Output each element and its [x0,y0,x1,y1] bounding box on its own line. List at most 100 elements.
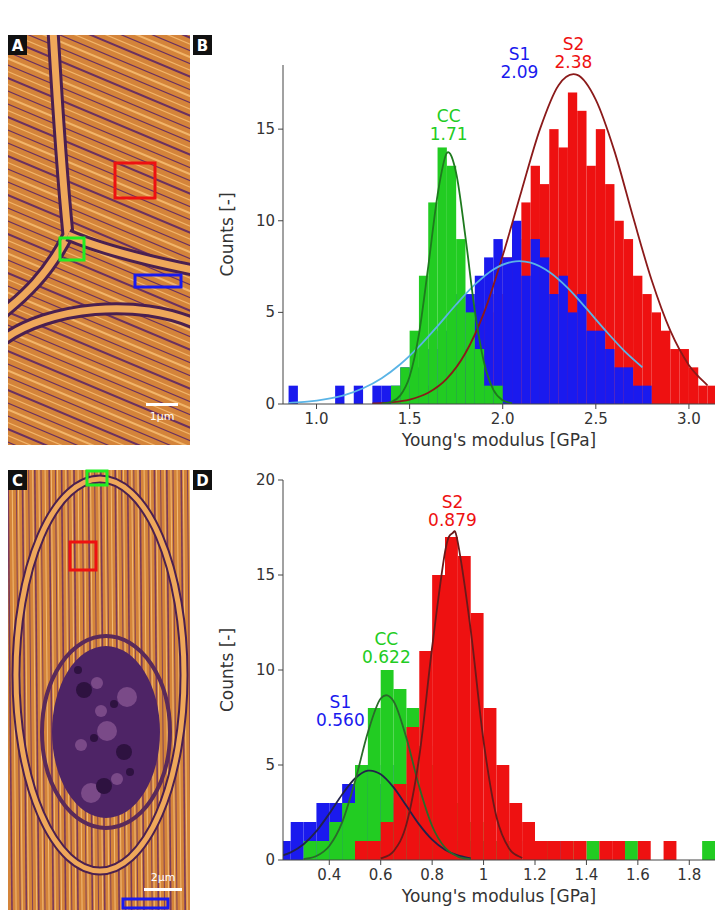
y-tick [278,220,283,221]
histogram-bar [614,221,623,404]
histogram-bar [574,841,587,860]
surface-stripe [8,470,12,910]
histogram-bar [559,147,568,404]
histogram-bar [633,276,642,404]
x-tick-label: 2.5 [584,410,608,428]
peak-name: S1 [509,44,531,64]
y-tick [278,129,283,130]
histogram-bar [355,765,368,860]
x-tick-label: 1.4 [574,866,598,884]
cell-wall-edge [8,309,190,340]
peak-value: 0.622 [362,647,411,667]
cell-wall-edge [8,35,68,313]
histogram-bar [605,184,614,404]
roi [60,238,84,260]
histogram-bar [670,349,679,404]
afm-texture [8,35,190,445]
histogram-bar [368,708,381,860]
histogram-bar [291,822,304,860]
surface-stripe [8,35,190,87]
surface-stripe [8,308,190,393]
histogram-bar [419,651,432,860]
surface-stripe [8,55,190,140]
cell-wall [8,309,190,340]
histogram-bar [599,841,612,860]
surface-stripe [8,438,190,445]
x-axis-title: Young's modulus [GPa] [401,430,596,450]
y-tick-label: 15 [256,120,275,138]
histogram-bar [521,276,530,404]
histogram-bar [698,386,707,404]
plot-marks [283,531,715,860]
x-tick [688,404,689,409]
x-tick [535,860,536,865]
y-tick [278,312,283,313]
image-ground [8,470,190,910]
y-tick [278,404,283,405]
peak-value: 2.38 [555,52,593,72]
y-tick-label: 5 [265,756,275,774]
afm-image: 2µmC [8,470,208,910]
histogram-bar [587,331,596,404]
x-tick [689,860,690,865]
surface-stripe [25,470,29,910]
gaussian-fit [381,531,522,858]
x-tick [586,860,587,865]
histogram-bar [625,841,638,860]
histogram-bar [633,386,642,404]
y-tick-label: 20 [256,471,275,489]
scale-bar-label: 1µm [150,410,175,423]
histogram-bar [577,294,586,404]
surface-stripe [8,35,190,120]
histogram-bar [596,129,605,404]
histogram-bar [568,312,577,404]
y-tick-label: 10 [256,212,275,230]
histogram-bar [445,537,458,860]
histogram-bar [484,257,493,404]
histogram-bar [689,367,698,404]
histogram-bar [400,367,409,404]
histogram-bar [702,841,715,860]
x-tick-label: 0.4 [317,866,341,884]
lumen-rim [42,636,170,828]
histogram-bar [493,386,502,404]
lumen-debris [74,666,82,674]
roi [123,899,168,908]
peak-name: S2 [442,492,464,512]
y-tick [278,765,283,766]
histogram-bar [535,841,548,860]
scale-bar [146,403,178,406]
surface-stripe [8,347,190,432]
x-tick [409,404,410,409]
scale-bar-label: 2µm [151,871,176,884]
gaussian-fit [289,261,643,403]
histogram-bar [612,841,625,860]
peak-labels: S22.38S12.09CC1.71 [430,34,593,145]
histogram-series [355,537,676,860]
y-tick-label: 10 [256,661,275,679]
histogram-bar [587,166,596,404]
histogram-bar [283,841,291,860]
histogram-series [400,92,715,404]
histogram-bar [382,386,391,404]
cell-wall [8,35,68,313]
histogram-bar [549,129,558,404]
surface-stripe [8,386,190,445]
cell-wall-edge [16,479,184,871]
surface-stripe [8,94,190,179]
panel-letter: A [12,37,24,55]
peak-name: CC [374,629,398,649]
surface-stripe [8,133,190,218]
histogram-bar [652,312,661,404]
peak-value: 0.879 [428,510,477,530]
x-tick [380,860,381,865]
surface-stripe [8,81,190,166]
x-tick-label: 1.5 [398,410,422,428]
surface-stripe [167,470,171,910]
x-axis [283,404,715,405]
histogram-bar [465,312,474,404]
y-tick-label: 0 [265,395,275,413]
histogram-bar [535,841,548,860]
peak-name: S2 [563,34,585,54]
x-tick-label: 2.0 [491,410,515,428]
